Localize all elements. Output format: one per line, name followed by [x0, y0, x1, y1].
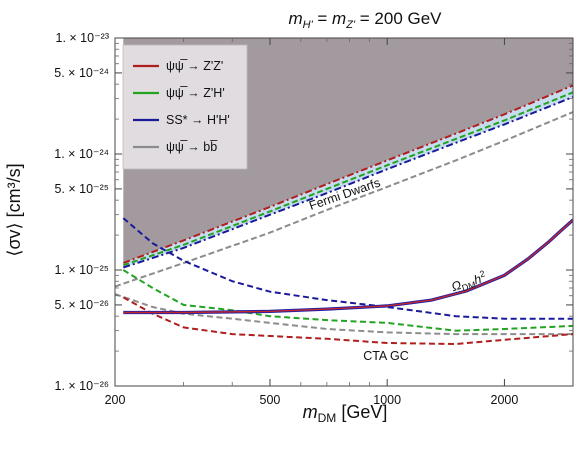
fermi-line-blue [122, 96, 573, 269]
relic-density-label: ΩDMh2 [449, 268, 488, 296]
plot-frame [114, 37, 574, 387]
y-axis-title: ⟨σv⟩ [cm³/s] [4, 163, 24, 256]
fermi-line-gray [115, 111, 573, 288]
y-tick-label: 1. × 10⁻²⁶ [55, 379, 109, 393]
legend-label: ψψ̅ → Z'H' [166, 86, 225, 100]
cta-line-blue [122, 217, 573, 320]
legend-label: ψψ̅ → bb̅ [166, 140, 218, 154]
series-layer [115, 84, 573, 346]
y-tick-label: 1. × 10⁻²⁵ [54, 263, 109, 277]
y-tick-label: 5. × 10⁻²⁴ [54, 66, 109, 80]
x-tick-label: 500 [260, 393, 281, 407]
fermi-line-red [122, 84, 573, 264]
y-tick-label: 1. × 10⁻²³ [56, 31, 110, 45]
relic-curve-inner [123, 219, 573, 314]
chart-title: mH' = mZ' = 200 GeV [288, 9, 442, 31]
cta-line-red [122, 296, 573, 346]
legend: ψψ̅ → Z'Z' ψψ̅ → Z'H' SS* → H'H' ψψ̅ → bb̅ [122, 44, 248, 170]
x-axis-title: mDM [GeV] [303, 402, 388, 425]
x-tick-label: 200 [105, 393, 126, 407]
x-tick-label: 2000 [491, 393, 519, 407]
legend-label: ψψ̅ → Z'Z' [166, 59, 223, 73]
y-tick-label: 5. × 10⁻²⁶ [55, 298, 109, 312]
legend-label: SS* → H'H' [166, 113, 230, 127]
tick-layer: 200 500 1000 2000 1. × 10⁻²⁶ 5. × 10⁻²⁶ 1. × 1… [54, 31, 573, 407]
y-tick-label: 1. × 10⁻²⁴ [54, 147, 109, 161]
cta-line-green [122, 269, 573, 332]
y-tick-label: 5. × 10⁻²⁵ [54, 182, 109, 196]
x-tick-label: 1000 [373, 393, 401, 407]
fermi-line-green [122, 91, 573, 267]
cta-gc-label: CTA GC [363, 349, 409, 363]
